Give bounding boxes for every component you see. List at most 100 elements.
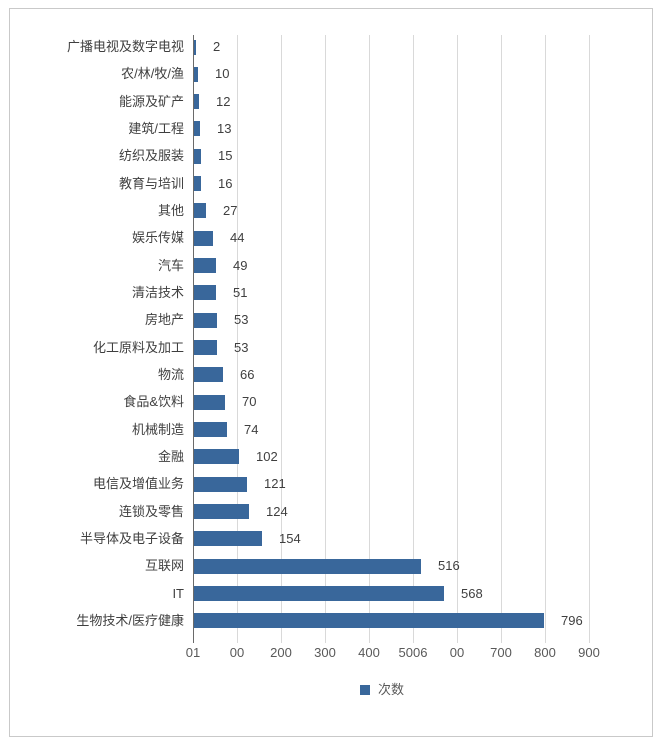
bar bbox=[194, 586, 444, 601]
value-label: 124 bbox=[266, 504, 288, 519]
x-tick-label: 700 bbox=[490, 645, 512, 660]
bar bbox=[194, 613, 544, 628]
bar bbox=[194, 313, 217, 328]
gridline bbox=[325, 35, 326, 637]
gridline bbox=[501, 35, 502, 637]
category-label: 汽车 bbox=[157, 258, 184, 273]
category-label: 清洁技术 bbox=[131, 285, 184, 300]
value-label: 796 bbox=[561, 613, 583, 628]
bar bbox=[194, 149, 201, 164]
bar bbox=[194, 340, 217, 355]
axis-tick-mark bbox=[413, 637, 414, 643]
value-label: 2 bbox=[213, 39, 221, 54]
category-label: 金融 bbox=[157, 449, 184, 464]
gridline bbox=[281, 35, 282, 637]
x-tick-label: 900 bbox=[578, 645, 600, 660]
value-label: 70 bbox=[242, 394, 257, 409]
value-label: 10 bbox=[215, 66, 230, 81]
category-axis-line bbox=[193, 35, 194, 637]
gridline bbox=[237, 35, 238, 637]
value-label: 51 bbox=[233, 285, 248, 300]
value-label: 13 bbox=[217, 121, 232, 136]
x-tick-label: 400 bbox=[358, 645, 380, 660]
legend-label: 次数 bbox=[378, 682, 405, 697]
bar bbox=[194, 477, 247, 492]
bar bbox=[194, 285, 216, 300]
value-label: 49 bbox=[233, 258, 248, 273]
bar bbox=[194, 258, 216, 273]
axis-tick-mark bbox=[545, 637, 546, 643]
gridline bbox=[413, 35, 414, 637]
bar bbox=[194, 531, 262, 546]
bar bbox=[194, 367, 223, 382]
x-tick-label: 01 bbox=[185, 645, 201, 660]
x-tick-label: 200 bbox=[270, 645, 292, 660]
category-label: 纺织及服装 bbox=[118, 148, 184, 163]
gridline bbox=[457, 35, 458, 637]
value-label: 15 bbox=[218, 148, 233, 163]
legend: 次数 bbox=[360, 683, 404, 697]
value-label: 154 bbox=[279, 531, 301, 546]
bar bbox=[194, 176, 201, 191]
value-label: 516 bbox=[438, 558, 460, 573]
bar bbox=[194, 449, 239, 464]
category-label: 化工原料及加工 bbox=[92, 340, 184, 355]
category-label: 房地产 bbox=[144, 312, 184, 327]
bar bbox=[194, 231, 213, 246]
x-tick-label: 5006 bbox=[398, 645, 428, 660]
axis-tick-mark bbox=[237, 637, 238, 643]
category-label: 农/林/牧/渔 bbox=[121, 66, 184, 81]
category-label: 半导体及电子设备 bbox=[79, 531, 184, 546]
axis-tick-mark bbox=[281, 637, 282, 643]
category-label: 广播电视及数字电视 bbox=[66, 39, 184, 54]
bar bbox=[194, 203, 206, 218]
gridline bbox=[545, 35, 546, 637]
bar bbox=[194, 504, 249, 519]
x-tick-label: 300 bbox=[314, 645, 336, 660]
axis-tick-mark bbox=[325, 637, 326, 643]
bar bbox=[194, 422, 227, 437]
axis-tick-mark bbox=[589, 637, 590, 643]
value-label: 74 bbox=[244, 422, 259, 437]
value-label: 53 bbox=[234, 312, 249, 327]
value-label: 121 bbox=[264, 476, 286, 491]
gridline bbox=[369, 35, 370, 637]
axis-tick-mark bbox=[501, 637, 502, 643]
category-label: 食品&饮料 bbox=[123, 394, 184, 409]
bar bbox=[194, 559, 421, 574]
bar bbox=[194, 94, 199, 109]
value-label: 27 bbox=[223, 203, 238, 218]
category-label: 连锁及零售 bbox=[118, 504, 184, 519]
bar bbox=[194, 40, 196, 55]
gridline bbox=[589, 35, 590, 637]
value-label: 12 bbox=[216, 94, 231, 109]
category-label: 生物技术/医疗健康 bbox=[76, 613, 184, 628]
axis-tick-mark bbox=[193, 637, 194, 643]
value-label: 53 bbox=[234, 340, 249, 355]
legend-swatch-icon bbox=[360, 685, 370, 695]
category-label: 教育与培训 bbox=[118, 176, 184, 191]
value-label: 44 bbox=[230, 230, 245, 245]
category-label: IT bbox=[172, 586, 184, 601]
category-label: 互联网 bbox=[144, 558, 184, 573]
x-tick-label: 00 bbox=[449, 645, 465, 660]
category-label: 娱乐传媒 bbox=[131, 230, 184, 245]
category-label: 物流 bbox=[157, 367, 184, 382]
category-label: 机械制造 bbox=[131, 422, 184, 437]
category-label: 其他 bbox=[157, 203, 184, 218]
category-label: 电信及增值业务 bbox=[92, 476, 184, 491]
value-label: 102 bbox=[256, 449, 278, 464]
bar bbox=[194, 395, 225, 410]
value-label: 16 bbox=[218, 176, 233, 191]
axis-tick-mark bbox=[369, 637, 370, 643]
category-label: 建筑/工程 bbox=[128, 121, 184, 136]
category-label: 能源及矿产 bbox=[118, 94, 184, 109]
bar bbox=[194, 67, 198, 82]
x-tick-label: 00 bbox=[229, 645, 245, 660]
x-tick-label: 800 bbox=[534, 645, 556, 660]
value-label: 568 bbox=[461, 586, 483, 601]
value-label: 66 bbox=[240, 367, 255, 382]
bar bbox=[194, 121, 200, 136]
